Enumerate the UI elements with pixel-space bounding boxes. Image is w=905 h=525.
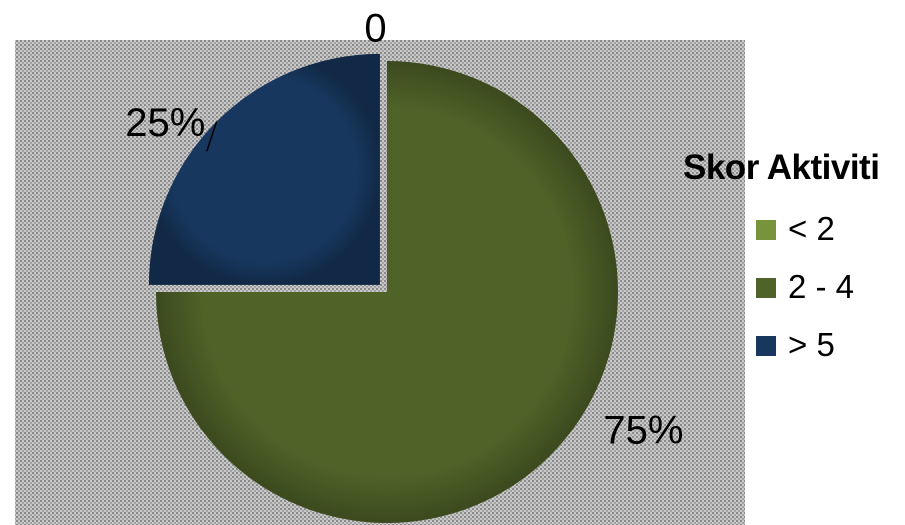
legend-label-gt5: > 5 <box>788 326 835 363</box>
pie-slice-shade-2to4 <box>156 61 618 523</box>
data-label-lt2: 0 <box>364 7 386 51</box>
data-label-2to4: 75% <box>603 408 683 452</box>
data-label-gt5: 25% <box>125 101 205 145</box>
legend-label-2to4: 2 - 4 <box>788 268 855 305</box>
legend-title: Skor Aktiviti <box>683 148 880 187</box>
legend: Skor Aktiviti < 2 2 - 4 > 5 <box>683 148 880 362</box>
leader-line-gt5 <box>206 121 218 152</box>
legend-swatch-gt5 <box>756 336 776 356</box>
pie-slice-shade-gt5 <box>148 53 380 285</box>
legend-item-lt2: < 2 <box>683 212 879 246</box>
legend-label-lt2: < 2 <box>788 210 835 247</box>
legend-item-gt5: > 5 <box>683 328 879 362</box>
legend-item-2to4: 2 - 4 <box>683 270 879 304</box>
legend-swatch-lt2 <box>756 220 776 240</box>
legend-swatch-2to4 <box>756 278 776 298</box>
